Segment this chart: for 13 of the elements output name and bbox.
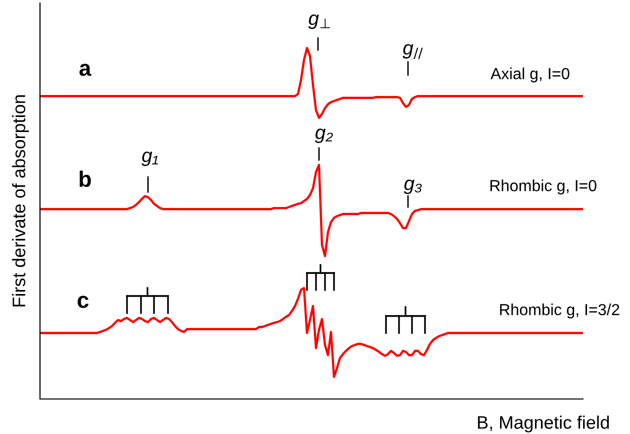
text: g$_{⊥}$ — [308, 14, 330, 29]
annotation: Rhombic g, I=3/2 — [500, 304, 620, 318]
annotation: g₃ — [404, 180, 422, 194]
annotation: Axial g, I=0 — [490, 68, 570, 82]
annotation: a — [79, 64, 92, 76]
annotation: Rhombic g, I=0 — [490, 180, 596, 194]
annotation: c — [78, 296, 89, 308]
annotation: g₂ — [314, 128, 333, 144]
annotation: g$_{//}$ — [402, 44, 423, 59]
annotation: g₁ — [142, 152, 158, 166]
x-axis-title: B, Magnetic field — [478, 416, 609, 432]
annotation: b — [80, 170, 91, 187]
y-axis-title: First derivate of absorption — [12, 95, 29, 306]
